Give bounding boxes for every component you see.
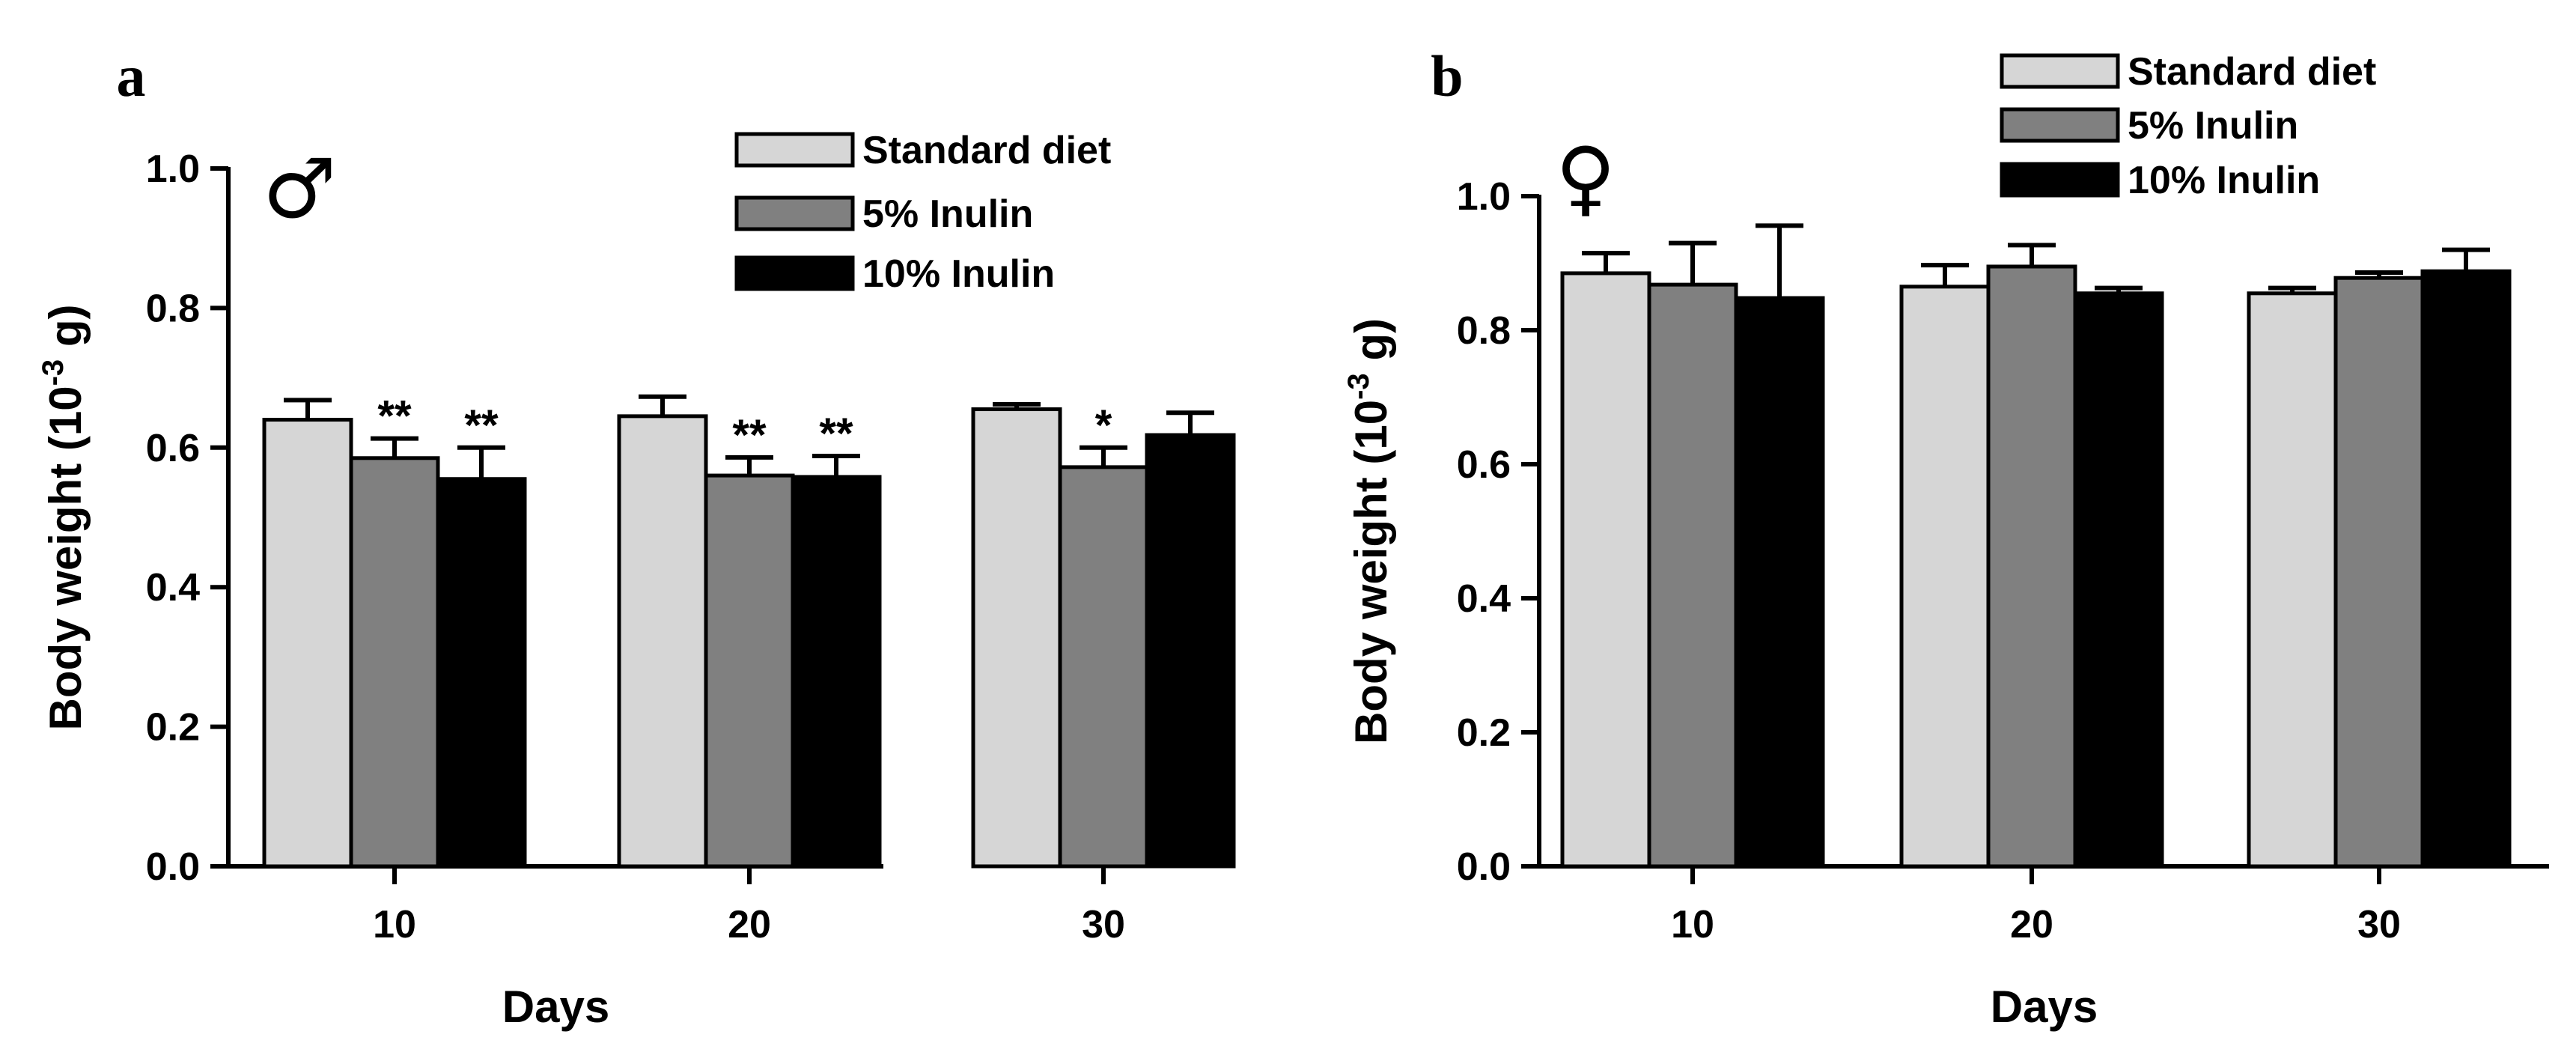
bar-10-inulin xyxy=(791,475,882,869)
bar-10-inulin xyxy=(436,477,527,869)
panel-label: b xyxy=(1431,43,1463,109)
bar-5-inulin xyxy=(1058,465,1149,869)
legend-swatch xyxy=(2000,107,2120,143)
bar-10-inulin xyxy=(2420,269,2512,869)
y-axis-title-unit: g) xyxy=(1346,318,1396,373)
y-tick-label: 0.8 xyxy=(1457,309,1511,353)
chart-panel-a: a ♂ 0.0 0.2 0.4 0.6 0.8 1.0 Body weight (10-3 g)… xyxy=(37,43,1236,1032)
x-tick-label: 20 xyxy=(728,903,771,946)
legend-swatch xyxy=(734,255,855,291)
x-tick-label: 20 xyxy=(2010,903,2053,946)
y-axis-title-main: Body weight (10 xyxy=(40,386,91,730)
bar-10-inulin xyxy=(2073,291,2164,869)
x-tick-label: 30 xyxy=(2357,903,2401,946)
bar-standard-diet xyxy=(262,418,353,869)
bar-standard-diet xyxy=(617,414,708,869)
legend-swatch xyxy=(2000,162,2120,198)
y-tick-label: 1.0 xyxy=(146,148,200,191)
bar-5-inulin xyxy=(349,456,440,869)
bar-standard-diet xyxy=(1560,271,1651,869)
y-axis-title: Body weight (10-3 g) xyxy=(37,305,91,731)
significance-marker: * xyxy=(1095,401,1112,450)
bar-5-inulin xyxy=(1986,264,2077,869)
legend-label: 10% Inulin xyxy=(2128,159,2320,202)
legend-swatch xyxy=(734,132,855,168)
panel-label: a xyxy=(117,43,146,109)
y-axis-title: Body weight (10-3 g) xyxy=(1342,318,1396,744)
y-tick-label: 0.4 xyxy=(1457,577,1511,621)
bar-standard-diet xyxy=(1899,285,1991,869)
y-tick-label: 0.6 xyxy=(146,427,200,470)
y-tick-label: 0.0 xyxy=(146,845,200,889)
y-tick-label: 0.0 xyxy=(1457,845,1511,889)
x-tick-label: 30 xyxy=(1082,903,1125,946)
y-tick-label: 0.8 xyxy=(146,287,200,330)
significance-marker: ** xyxy=(732,411,767,460)
significance-marker: ** xyxy=(377,392,412,441)
chart-panel-b: b ♀ 0.0 0.2 0.4 0.6 0.8 1.0 Body weight (10-3 g)… xyxy=(1342,43,2549,1032)
legend-label: 5% Inulin xyxy=(2128,104,2298,148)
legend-swatch xyxy=(2000,53,2120,89)
x-tick-label: 10 xyxy=(373,903,416,946)
y-axis-title-exponent: -3 xyxy=(37,359,70,386)
y-axis-title-unit: g) xyxy=(40,305,91,359)
y-tick-label: 0.4 xyxy=(146,566,200,609)
bar-standard-diet xyxy=(2247,291,2338,869)
bar-5-inulin xyxy=(2333,276,2425,869)
bar-standard-diet xyxy=(971,407,1062,869)
legend-swatch xyxy=(734,195,855,231)
y-tick-label: 0.6 xyxy=(1457,443,1511,487)
bar-5-inulin xyxy=(1647,282,1738,869)
bar-5-inulin xyxy=(704,473,795,869)
legend-label: Standard diet xyxy=(2128,50,2376,94)
x-tick-label: 10 xyxy=(1671,903,1714,946)
bar-10-inulin xyxy=(1734,296,1825,869)
y-tick-label: 0.2 xyxy=(146,706,200,750)
bar-10-inulin xyxy=(1145,433,1236,869)
significance-marker: ** xyxy=(819,410,853,458)
y-tick-label: 1.0 xyxy=(1457,175,1511,219)
sex-symbol-icon: ♂ xyxy=(263,141,337,237)
significance-marker: ** xyxy=(464,401,499,450)
sex-symbol-icon: ♀ xyxy=(1556,130,1616,225)
legend-label: 5% Inulin xyxy=(862,192,1033,236)
legend-label: Standard diet xyxy=(862,129,1111,172)
x-axis-title: Days xyxy=(1991,982,2098,1032)
y-axis-title-main: Body weight (10 xyxy=(1346,400,1396,744)
x-axis-title: Days xyxy=(502,982,609,1032)
y-tick-label: 0.2 xyxy=(1457,711,1511,755)
legend-label: 10% Inulin xyxy=(862,252,1055,296)
y-axis-title-exponent: -3 xyxy=(1342,373,1375,400)
